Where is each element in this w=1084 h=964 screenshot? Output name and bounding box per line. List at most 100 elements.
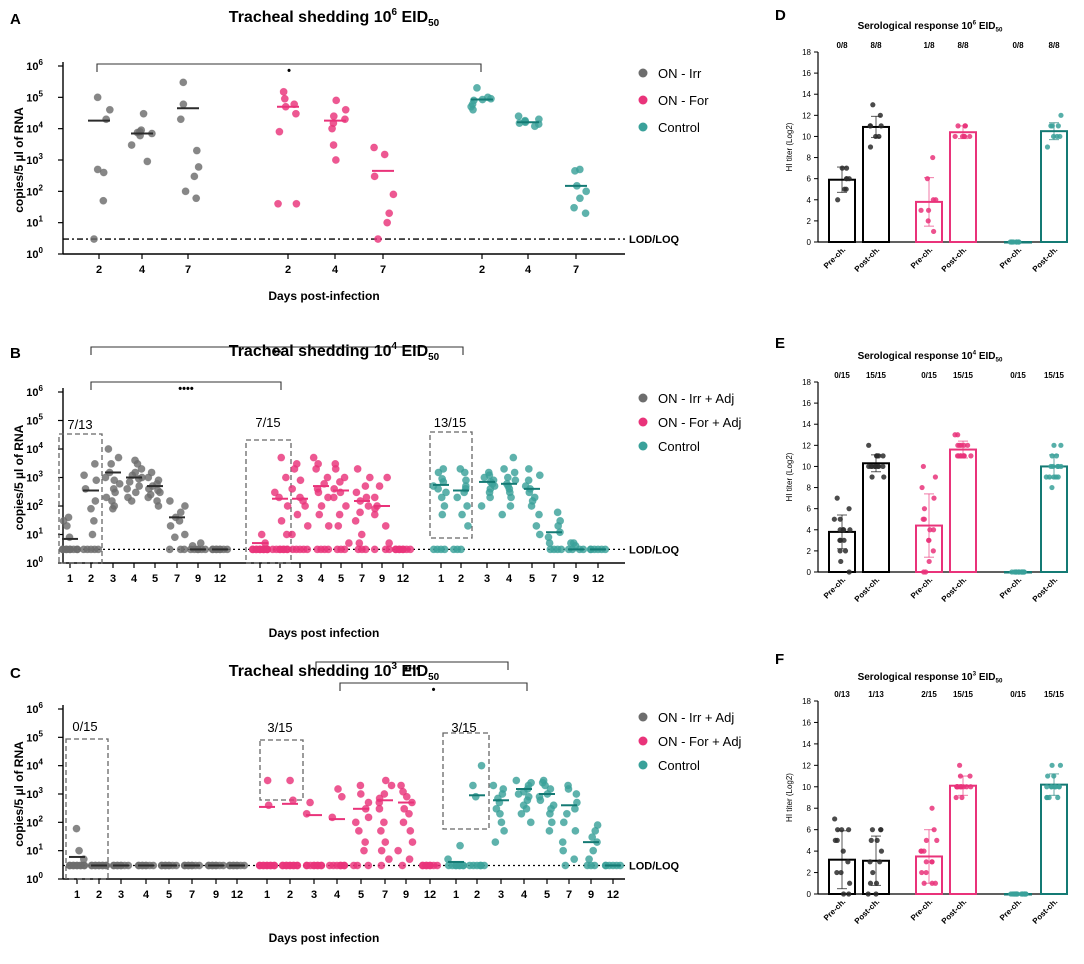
- data-point: [837, 527, 843, 533]
- tick-exponent: 6: [39, 701, 44, 710]
- title-exponent: 3: [392, 661, 398, 672]
- data-point: [921, 880, 927, 886]
- x-axis-label: Days post-infection: [268, 289, 379, 303]
- data-point: [356, 790, 365, 798]
- data-point: [381, 776, 390, 785]
- data-point: [845, 859, 851, 865]
- tick-base: 10: [26, 218, 38, 230]
- y-tick-label: 100: [26, 871, 43, 886]
- data-point: [967, 773, 973, 779]
- x-tick-label: 4: [318, 573, 325, 585]
- tick-exponent: 2: [39, 814, 44, 823]
- data-point: [961, 133, 968, 140]
- data-point: [170, 533, 179, 542]
- legend-label: ON - For: [658, 93, 709, 108]
- data-point: [99, 168, 108, 177]
- y-tick-label: 10: [802, 783, 811, 792]
- data-point: [541, 781, 550, 790]
- data-point: [306, 798, 314, 807]
- tick-base: 10: [26, 416, 38, 428]
- data-point: [571, 804, 579, 813]
- data-point: [834, 495, 840, 501]
- data-point: [1009, 891, 1016, 897]
- data-point: [337, 792, 346, 801]
- y-tick-label: 101: [26, 527, 43, 542]
- data-point: [80, 471, 88, 480]
- legend-marker: [638, 417, 648, 427]
- tick-exponent: 1: [39, 843, 44, 852]
- data-point: [867, 144, 874, 150]
- tick-exponent: 6: [39, 58, 44, 67]
- tick-base: 10: [26, 61, 38, 73]
- data-point: [1049, 123, 1055, 129]
- data-point: [1049, 762, 1055, 768]
- data-point: [921, 569, 927, 575]
- data-point: [360, 846, 368, 855]
- tick-exponent: 3: [39, 152, 44, 161]
- significance-label: •: [432, 684, 436, 696]
- y-tick-label: 101: [26, 843, 43, 858]
- data-point: [1051, 773, 1057, 779]
- data-point: [293, 861, 302, 870]
- x-tick-label: Pre-ch.: [909, 575, 935, 601]
- y-tick-label: 16: [802, 69, 811, 78]
- data-point: [514, 790, 523, 798]
- data-point: [111, 488, 120, 497]
- data-point: [381, 838, 390, 847]
- data-point: [324, 522, 333, 530]
- title-rest-text: EID: [397, 663, 428, 680]
- ratio-label: 2/15: [921, 690, 937, 699]
- data-point: [344, 539, 353, 547]
- data-point: [105, 105, 114, 114]
- ratio-label: 15/15: [1044, 690, 1065, 699]
- x-tick-label: 3: [311, 889, 317, 901]
- data-point: [72, 824, 81, 833]
- legend-marker: [638, 736, 648, 746]
- legend-marker: [638, 760, 648, 770]
- tick-base: 10: [26, 874, 38, 886]
- data-point: [841, 537, 847, 543]
- data-point: [522, 804, 531, 813]
- data-point: [873, 880, 880, 886]
- data-point: [961, 453, 967, 459]
- title-exponent: 6: [392, 7, 398, 18]
- data-point: [385, 545, 394, 554]
- data-point: [1058, 463, 1064, 470]
- data-point: [925, 207, 932, 213]
- y-tick-label: 101: [26, 215, 43, 230]
- y-tick-label: 102: [26, 814, 43, 829]
- data-point: [131, 488, 140, 497]
- ratio-label: 1/13: [868, 690, 884, 699]
- data-point: [127, 497, 136, 505]
- data-point: [286, 776, 294, 785]
- chart-title: Serological response 103 EID50: [858, 671, 1003, 685]
- data-point: [920, 463, 926, 470]
- x-tick-label: Post-ch.: [853, 575, 882, 604]
- bar: [1040, 465, 1068, 574]
- data-point: [114, 453, 123, 462]
- x-tick-label: 1: [438, 573, 444, 585]
- data-point: [123, 484, 132, 493]
- ratio-label: 8/8: [1048, 41, 1060, 50]
- data-point: [275, 493, 283, 502]
- data-point: [834, 869, 840, 876]
- data-point: [835, 197, 841, 203]
- significance-label: **: [273, 348, 282, 360]
- x-tick-label: 4: [332, 264, 339, 276]
- data-point: [192, 194, 201, 203]
- data-point: [380, 790, 389, 798]
- lod-label: LOD/LOQ: [629, 544, 680, 556]
- data-point: [581, 209, 590, 218]
- data-point: [953, 794, 959, 801]
- x-tick-label: 3: [110, 573, 116, 585]
- y-tick-label: 102: [26, 183, 43, 198]
- data-point: [965, 442, 971, 448]
- x-tick-label: 4: [143, 889, 150, 901]
- data-point: [867, 123, 873, 129]
- data-point: [843, 165, 850, 171]
- y-tick-label: 14: [802, 420, 811, 429]
- data-point: [498, 510, 507, 519]
- data-point: [315, 510, 324, 519]
